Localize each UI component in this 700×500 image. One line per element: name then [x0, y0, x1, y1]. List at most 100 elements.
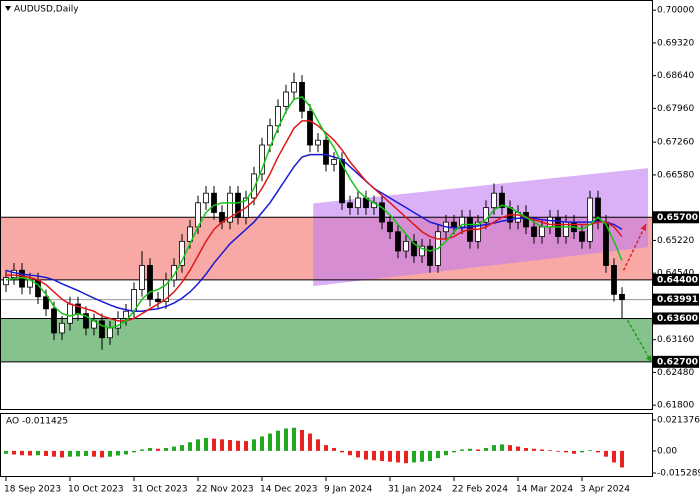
ao-bar: [356, 450, 360, 458]
arrow-shaft: [626, 320, 653, 363]
ao-bar: [180, 445, 184, 451]
ao-bar: [620, 450, 624, 468]
ao-bar: [324, 445, 328, 451]
candle-body: [523, 212, 529, 228]
ao-bar: [524, 448, 528, 451]
candle-body: [259, 144, 265, 175]
candle-body: [11, 269, 17, 278]
ao-bar: [276, 430, 280, 451]
ma-line: [5, 153, 623, 312]
candle-body: [187, 226, 193, 242]
candle-body: [579, 231, 585, 242]
ma-line: [6, 120, 623, 322]
candle-body: [211, 192, 217, 213]
ao-bar: [308, 433, 312, 451]
candle-body: [459, 216, 465, 228]
ao-bar: [604, 450, 608, 457]
ao-bar: [188, 442, 192, 451]
candle-body: [147, 265, 153, 300]
y-tick-label: 0.68640: [657, 71, 694, 81]
candle-body: [539, 226, 545, 237]
ao-bar: [220, 439, 224, 451]
ao-bar: [372, 450, 376, 461]
x-tick-label: 14 Mar 2024: [516, 485, 573, 495]
candle-body: [451, 221, 457, 228]
candle-body: [347, 202, 353, 209]
arrow-head: [645, 355, 652, 363]
ao-bar: [532, 448, 536, 451]
x-tick-label: 9 Jan 2024: [324, 485, 372, 495]
ao-bar: [76, 450, 80, 457]
candle-body: [59, 322, 65, 334]
ao-bar: [564, 450, 568, 453]
candle-body: [51, 308, 57, 334]
candle-body: [203, 192, 209, 204]
candle-body: [315, 139, 321, 146]
y-tick-label: 0.66580: [657, 170, 694, 180]
candle-body: [427, 245, 433, 266]
ao-pane-border: [0, 413, 653, 477]
ao-bar: [404, 450, 408, 464]
candle-body: [587, 197, 593, 242]
ao-bar: [292, 427, 296, 451]
candle-body: [379, 202, 385, 223]
level-label: 0.63600: [657, 314, 698, 324]
ao-bar: [124, 450, 128, 455]
candle-body: [3, 277, 9, 286]
arrow-shaft: [622, 223, 647, 271]
zone: [0, 318, 652, 362]
candle-body: [155, 298, 161, 302]
candle-body: [115, 318, 121, 329]
ao-bar: [108, 450, 112, 457]
candle-body: [67, 303, 73, 324]
y-tick-label: 0.67960: [657, 104, 694, 114]
ao-bar: [588, 450, 592, 451]
ao-bar: [340, 450, 344, 453]
ao-bar: [164, 448, 168, 451]
x-tick-label: 22 Nov 2023: [196, 485, 254, 495]
candle-body: [531, 226, 537, 237]
candle-body: [499, 192, 505, 209]
x-tick-label: 10 Oct 2023: [68, 485, 124, 495]
candle-body: [331, 159, 337, 165]
level-label-box: [653, 211, 699, 224]
level-label-box: [653, 312, 699, 325]
y-tick-label: 0.70000: [657, 6, 694, 16]
candle-body: [355, 197, 361, 209]
candle-body: [387, 221, 393, 233]
candle-body: [235, 192, 241, 218]
y-tick-label: 0.64540: [657, 269, 694, 279]
level-label-box: [653, 293, 699, 306]
ao-bar: [468, 448, 472, 451]
level-label: 0.64400: [657, 275, 698, 285]
ao-bar: [612, 450, 616, 463]
ao-bar: [596, 450, 600, 453]
ao-bar: [204, 437, 208, 451]
ao-bar: [500, 444, 504, 451]
ao-bar: [252, 439, 256, 451]
candle-body: [475, 221, 481, 242]
ao-bar: [572, 450, 576, 454]
ao-bar: [428, 450, 432, 462]
ma-line: [5, 95, 623, 329]
ao-y-tick-label: 0.00: [657, 446, 677, 456]
ao-bar: [68, 450, 72, 457]
candle-body: [83, 313, 89, 329]
plot-layer: [0, 72, 653, 468]
ao-bar: [236, 440, 240, 451]
ao-bar: [148, 448, 152, 451]
ao-bar: [260, 436, 264, 451]
candle-body: [99, 320, 105, 339]
ao-bar: [12, 450, 16, 455]
candle-body: [283, 91, 289, 107]
ao-bar: [140, 449, 144, 451]
ao-bar: [300, 429, 304, 451]
ao-bar: [100, 450, 104, 458]
ao-bar: [172, 446, 176, 451]
candle-body: [163, 279, 169, 302]
candle-body: [227, 192, 233, 223]
ao-bar: [484, 448, 488, 451]
ao-bar: [316, 439, 320, 451]
candle-body: [411, 240, 417, 257]
ao-bar: [540, 449, 544, 451]
